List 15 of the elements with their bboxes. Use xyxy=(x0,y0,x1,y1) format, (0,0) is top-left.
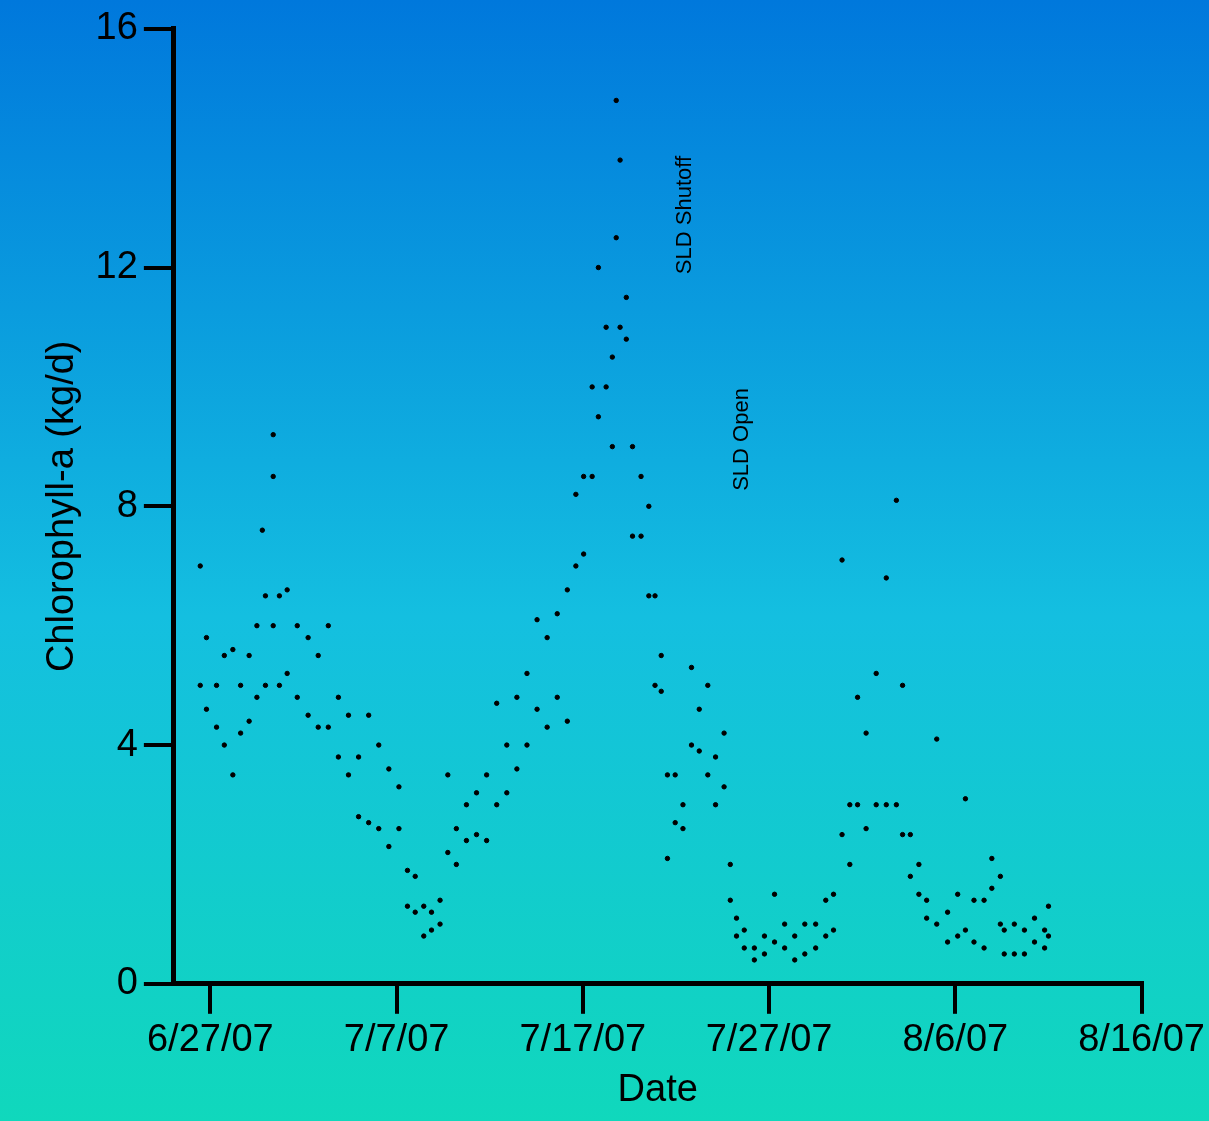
y-axis-title: Chlorophyll-a (kg/d) xyxy=(39,340,82,673)
x-tick-label: 7/27/07 xyxy=(705,1017,833,1060)
y-tick-label: 0 xyxy=(116,960,138,1003)
x-tick-label: 7/7/07 xyxy=(343,1017,450,1060)
x-axis-title: Date xyxy=(617,1066,698,1109)
x-tick-label: 8/16/07 xyxy=(1078,1017,1206,1060)
x-tick-label: 7/17/07 xyxy=(519,1017,647,1060)
y-tick-label: 16 xyxy=(95,5,138,48)
x-tick-label: 6/27/07 xyxy=(146,1017,274,1060)
annotation: SLD Open xyxy=(727,388,753,491)
y-tick-label: 8 xyxy=(116,482,138,525)
y-tick-label: 4 xyxy=(116,721,138,764)
y-tick-label: 12 xyxy=(95,244,138,287)
x-tick-label: 8/6/07 xyxy=(902,1017,1009,1060)
annotation: SLD Shutoff xyxy=(670,155,696,275)
